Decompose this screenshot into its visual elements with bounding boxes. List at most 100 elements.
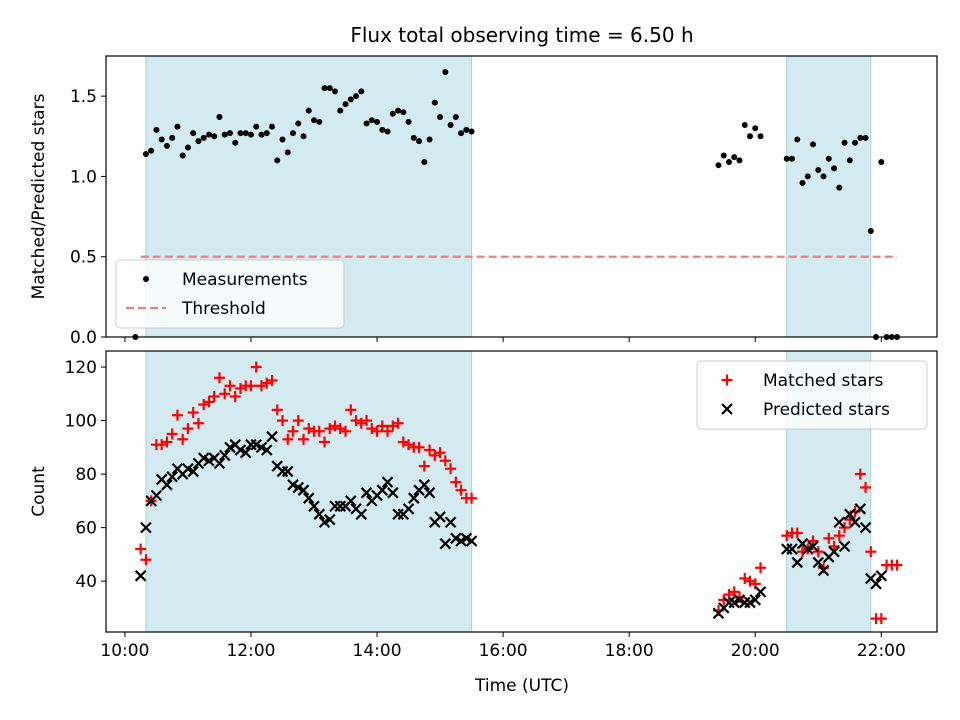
measurements-point [358,88,365,95]
x-tick-label: 10:00 [100,641,149,661]
measurements-point [862,134,869,141]
y-tick-label: 60 [75,519,97,539]
measurements-point [163,142,170,149]
predicted-stars-point [134,570,147,582]
measurements-point [405,118,412,125]
measurements-point [447,122,454,129]
measurements-point [757,133,764,140]
predicted-stars-point [465,535,478,547]
measurements-point [878,158,885,165]
legend-label-measurements: Measurements [182,270,308,290]
measurements-point [174,123,181,130]
measurements-point [226,130,233,137]
measurements-point [216,114,223,121]
matched-stars-point [445,463,457,475]
predicted-stars-point [308,500,320,512]
measurements-point [379,126,386,133]
measurements-point [184,144,191,151]
predicted-stars-point [187,465,199,478]
matched-stars-point [345,404,357,416]
measurements-point [232,139,239,146]
predicted-stars-point [791,556,804,569]
matched-stars-point [371,425,383,437]
legend-swatch [143,276,149,282]
legend-label-threshold: Threshold [181,299,266,319]
predicted-stars-point [812,556,825,569]
matched-stars-point [455,484,467,496]
legend-box [115,259,345,329]
matched-stars-point [361,415,373,427]
predicted-stars-point [161,479,173,491]
matched-stars-point [166,428,178,440]
y-tick-label: 0.5 [70,248,97,268]
count-panel-ticks: 10:00 12:00 14:00 16:00 18:00 20:00 22:00 40 60 8… [65,358,906,661]
predicted-stars-point [402,503,415,515]
measurements-point [831,165,838,172]
measurements-point [158,136,165,143]
predicted-stars-point [817,564,830,577]
measurements-point [400,109,407,116]
predicted-stars-point [786,543,798,555]
legend-swatch [721,403,733,415]
measurements-point [242,130,249,137]
predicted-stars-point [423,487,436,499]
predicted-stars-point [749,594,762,606]
predicted-stars-point [844,508,856,521]
matched-stars-point [340,425,352,437]
measurements-point [342,101,349,108]
matched-stars-series [135,361,903,625]
measurements-point [326,85,333,92]
matched-stars-point [418,460,430,472]
matched-stars-point [213,372,225,384]
matched-stars-point [140,554,152,566]
matched-stars-point [276,415,288,427]
measurements-point [258,131,265,138]
legend-label-predicted-stars: Predicted stars [763,400,890,420]
measurements-point [431,99,438,106]
predicted-stars-point [302,492,315,504]
measurements-point [363,120,370,127]
ratio-y-axis-label: Matched/Predicted stars [29,93,49,299]
matched-stars-point [203,396,215,408]
measurements-point [384,128,391,135]
measurements-point [852,139,859,146]
measurements-point [337,107,344,114]
predicted-stars-point [345,495,357,507]
ratio-panel-frame [105,55,938,338]
predicted-stars-point [323,513,336,526]
predicted-stars-point [439,537,452,550]
matched-stars-point [865,546,877,558]
measurements-point [237,130,244,137]
matched-stars-point [839,522,851,534]
x-tick-label: 22:00 [857,641,906,661]
shaded-interval-1 [145,350,473,633]
y-tick-label: 100 [65,412,97,432]
predicted-stars-point [150,489,163,502]
matched-stars-point [313,425,325,437]
predicted-stars-point [418,479,431,491]
y-tick-label: 1.5 [70,87,97,107]
ratio-panel-ticks: 0.0 0.5 1.0 1.5 [70,87,882,348]
predicted-stars-point [360,487,373,499]
matched-stars-point [376,420,388,432]
predicted-stars-point [859,521,872,534]
predicted-stars-point [387,487,399,499]
matched-stars-point [287,425,299,437]
ratio-panel-series [132,69,901,340]
predicted-stars-point [828,545,840,558]
matched-stars-point [271,404,283,416]
matched-stars-point [466,492,478,504]
matched-stars-point [744,575,756,587]
measurements-point [720,152,727,159]
measurements-point [300,133,307,140]
matched-stars-point [434,447,446,459]
measurements-point [290,130,297,137]
measurements-series [132,69,901,340]
legend-box [696,360,928,430]
matched-stars-point [229,390,241,402]
predicted-stars-point [754,586,767,598]
measurements-point [841,139,848,146]
predicted-stars-point [213,457,226,470]
measurements-point [421,158,428,165]
matched-stars-point [860,481,872,493]
